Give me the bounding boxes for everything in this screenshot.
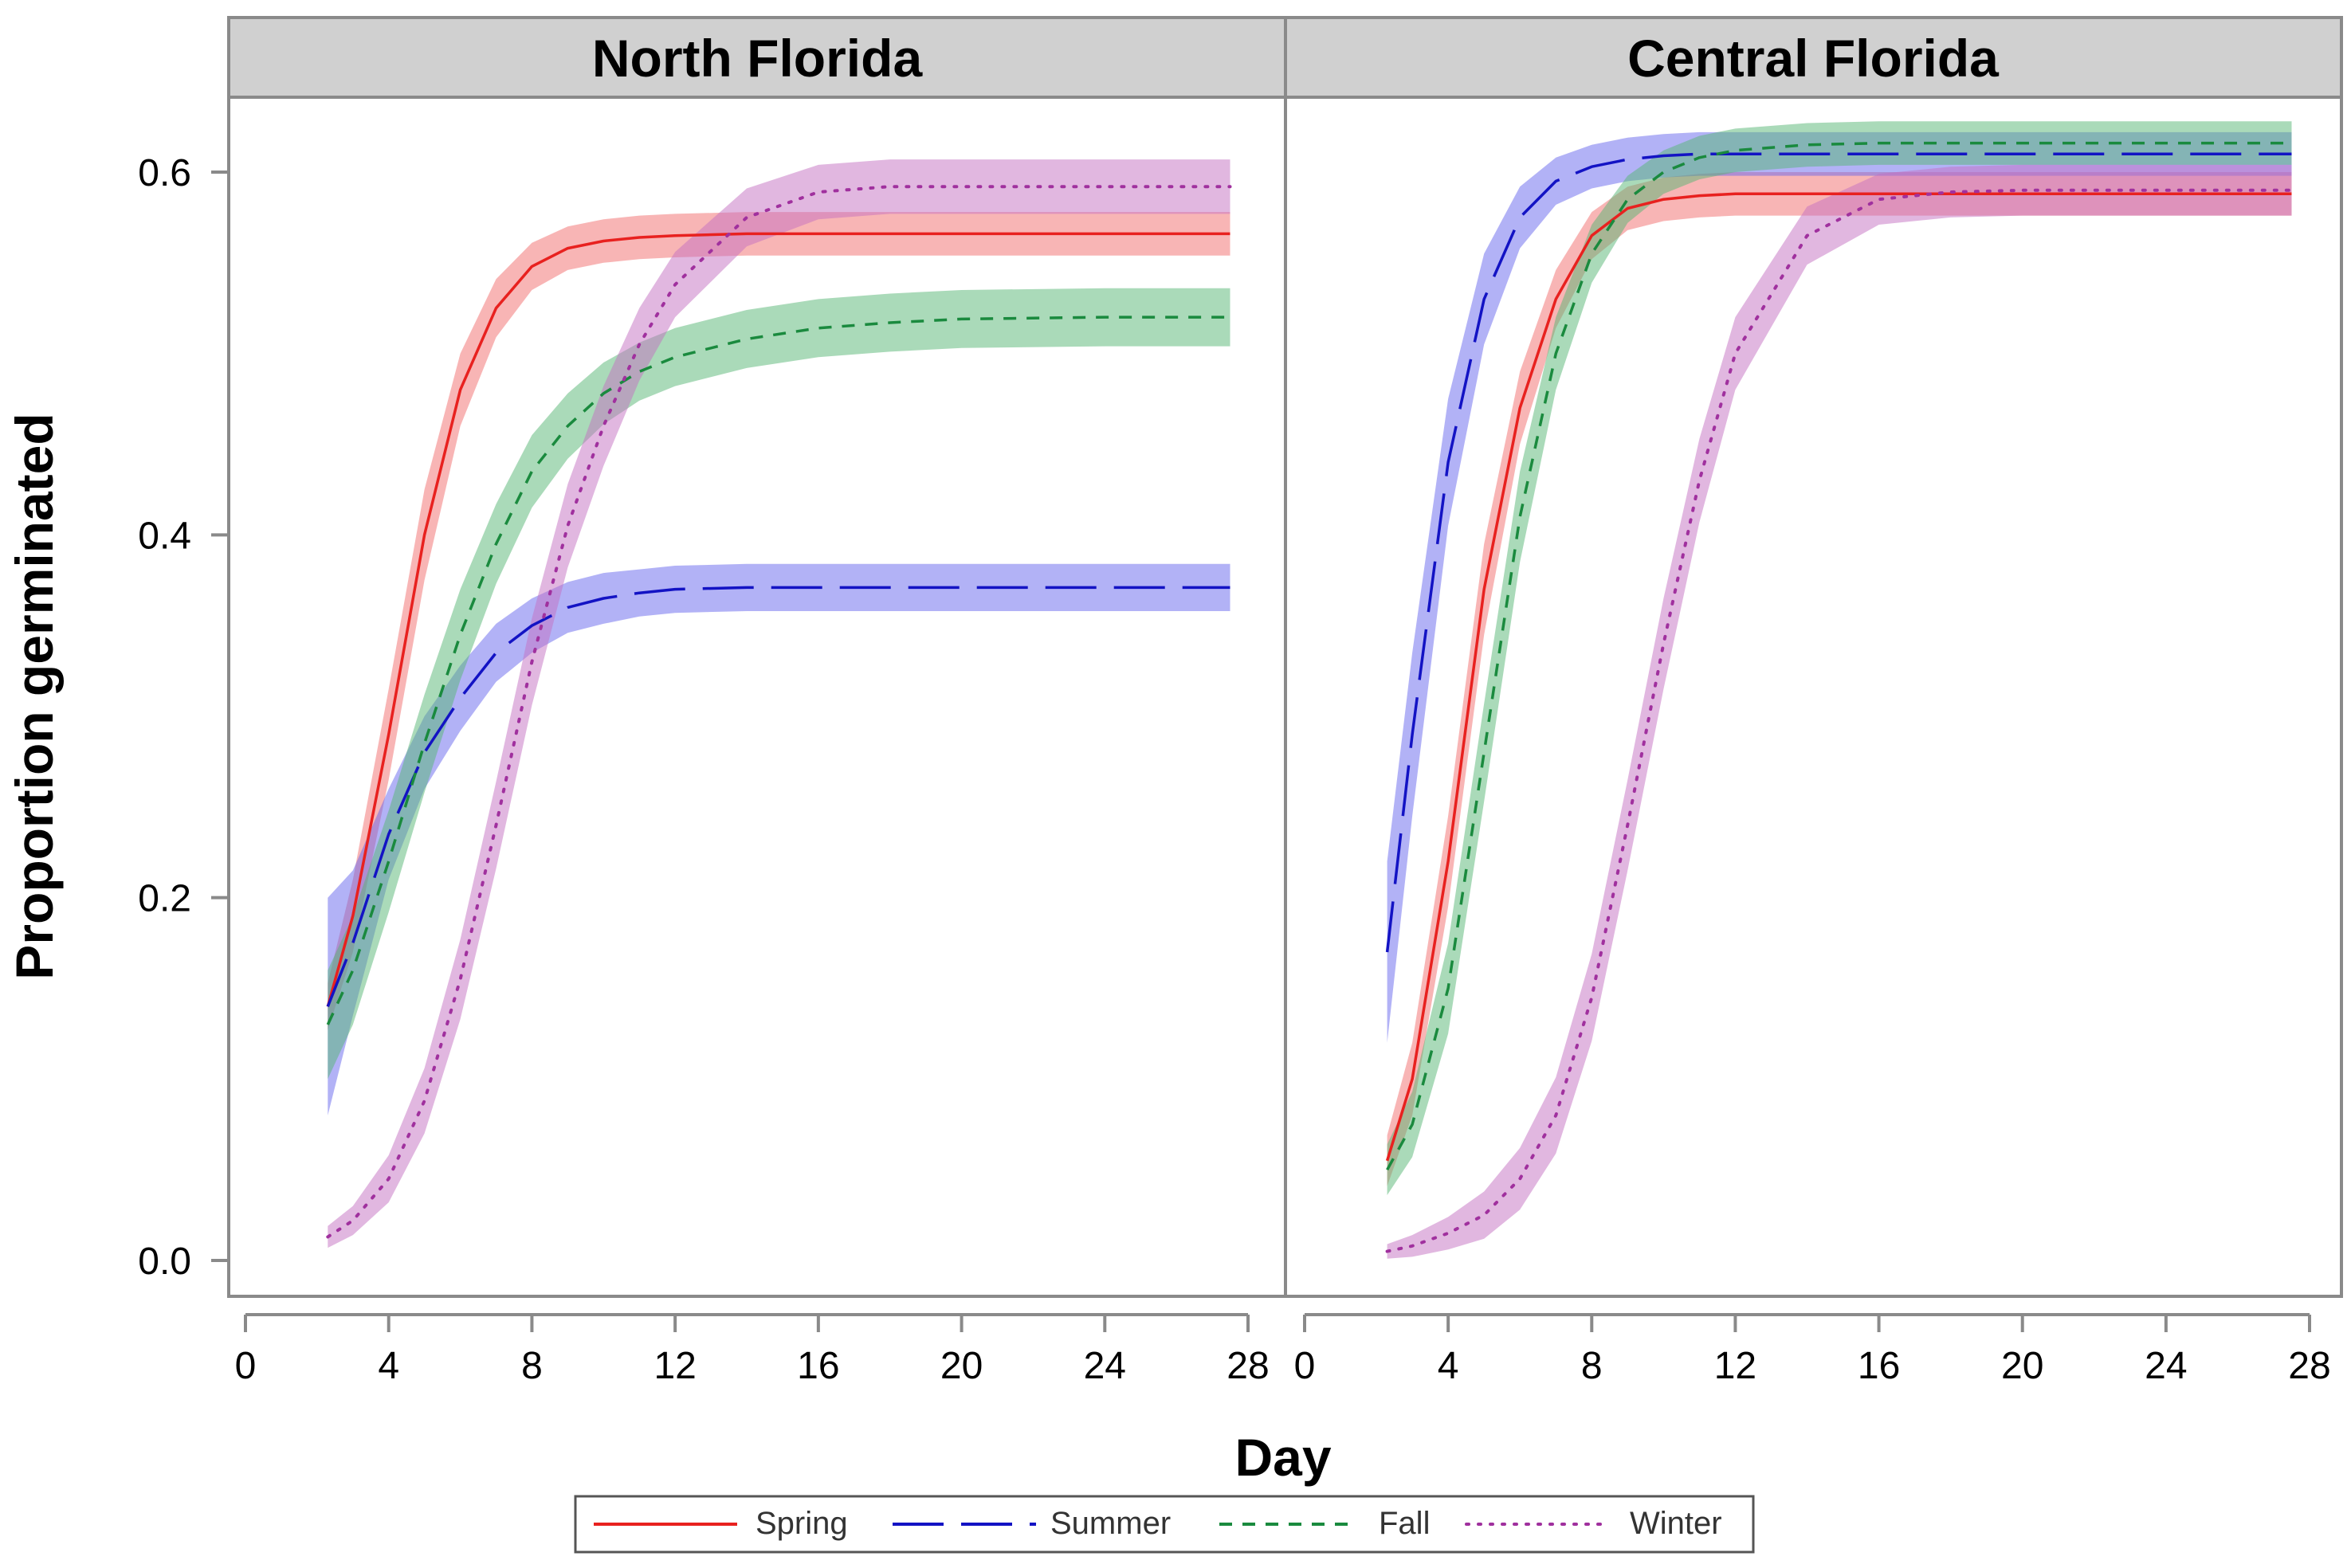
- x-tick-label-north-florida-20: 20: [940, 1345, 983, 1387]
- x-tick-label-north-florida-16: 16: [797, 1345, 839, 1387]
- y-tick-label-0-4: 0.4: [138, 515, 191, 557]
- y-tick-label-0-2: 0.2: [138, 878, 191, 920]
- legend-frame: [574, 1495, 1755, 1554]
- x-tick-label-north-florida-12: 12: [653, 1345, 696, 1387]
- line-central-florida-fall: [1386, 141, 2292, 1171]
- x-tick-label-north-florida-4: 4: [378, 1345, 399, 1387]
- line-north-florida-fall: [326, 316, 1230, 1025]
- panel-title-north-florida: North Florida: [592, 29, 924, 88]
- legend-items: Spring Summer Fall Winter: [594, 1506, 1722, 1541]
- band-central-florida-winter: [1387, 164, 2292, 1259]
- x-tick-label-north-florida-24: 24: [1084, 1345, 1126, 1387]
- line-central-florida-spring: [1385, 192, 2292, 1162]
- x-tick-label-north-florida-8: 8: [521, 1345, 543, 1387]
- x-axis-north-florida: 0 4 8 12 16 20 24 28: [235, 1313, 1270, 1387]
- panel-title-central-florida: Central Florida: [1627, 29, 2000, 88]
- line-north-florida-spring: [326, 232, 1230, 1007]
- x-tick-label-central-florida-20: 20: [2001, 1345, 2043, 1387]
- line-central-florida-winter: [1385, 188, 2294, 1253]
- x-tick-label-central-florida-4: 4: [1438, 1345, 1459, 1387]
- x-tick-label-central-florida-8: 8: [1581, 1345, 1603, 1387]
- legend-label-summer: Summer: [1050, 1506, 1171, 1541]
- band-central-florida-summer: [1387, 131, 2292, 1043]
- legend: Spring Summer Fall Winter: [574, 1495, 1755, 1554]
- line-central-florida-summer: [1385, 152, 2292, 953]
- x-axis-title: Day: [1234, 1428, 1331, 1487]
- x-tick-label-central-florida-28: 28: [2288, 1345, 2330, 1387]
- x-tick-label-north-florida-0: 0: [235, 1345, 257, 1387]
- band-central-florida-spring: [1387, 172, 2292, 1186]
- band-north-florida-winter: [328, 159, 1230, 1249]
- y-axis-title: Proportion germinated: [5, 413, 64, 979]
- y-tick-label-0-6: 0.6: [138, 152, 191, 194]
- line-north-florida-winter: [326, 185, 1232, 1239]
- y-axis: 0.0 0.2 0.4 0.6: [138, 152, 229, 1283]
- plot-frame-central-florida: [1284, 96, 2343, 1298]
- x-tick-label-central-florida-16: 16: [1858, 1345, 1900, 1387]
- plot-area-central-florida: [1385, 121, 2294, 1259]
- x-tick-label-north-florida-28: 28: [1227, 1345, 1269, 1387]
- panel-north-florida: North Florida: [227, 16, 1287, 1298]
- plot-area-north-florida: [326, 159, 1232, 1249]
- legend-label-fall: Fall: [1379, 1506, 1430, 1541]
- strip-header-north-florida: [227, 16, 1287, 99]
- y-tick-label-0-0: 0.0: [138, 1241, 191, 1283]
- legend-label-winter: Winter: [1630, 1506, 1722, 1541]
- band-central-florida-fall: [1387, 121, 2292, 1195]
- x-tick-label-central-florida-12: 12: [1714, 1345, 1756, 1387]
- x-tick-label-central-florida-24: 24: [2145, 1345, 2187, 1387]
- x-tick-label-central-florida-0: 0: [1294, 1345, 1316, 1387]
- legend-label-spring: Spring: [756, 1506, 848, 1541]
- panel-central-florida: Central Florida: [1284, 16, 2343, 1298]
- x-axis-central-florida: 0 4 8 12 16 20 24 28: [1294, 1313, 2331, 1387]
